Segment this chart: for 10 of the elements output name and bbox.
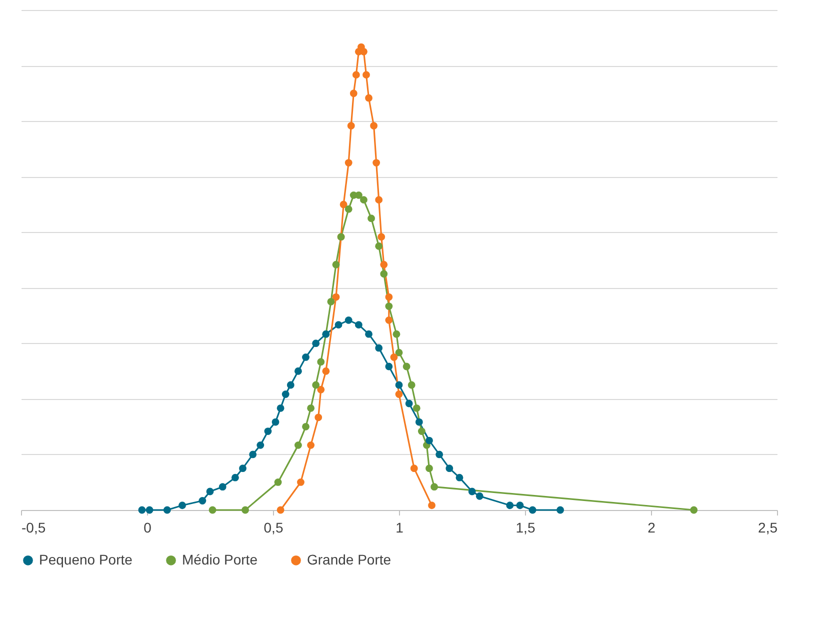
- x-tick-label: 0,5: [264, 520, 284, 536]
- x-tick-label: 1: [396, 520, 404, 536]
- x-tick-label: 1,5: [516, 520, 536, 536]
- x-tick-label: 0: [144, 520, 152, 536]
- x-tick-label: 2: [648, 520, 656, 536]
- x-tick-label: 2,5: [758, 520, 778, 536]
- legend-label: Pequeno Porte: [39, 551, 133, 568]
- legend-label: Grande Porte: [307, 551, 392, 568]
- legend-label: Médio Porte: [182, 551, 258, 568]
- x-tick-label: -0,5: [22, 520, 46, 536]
